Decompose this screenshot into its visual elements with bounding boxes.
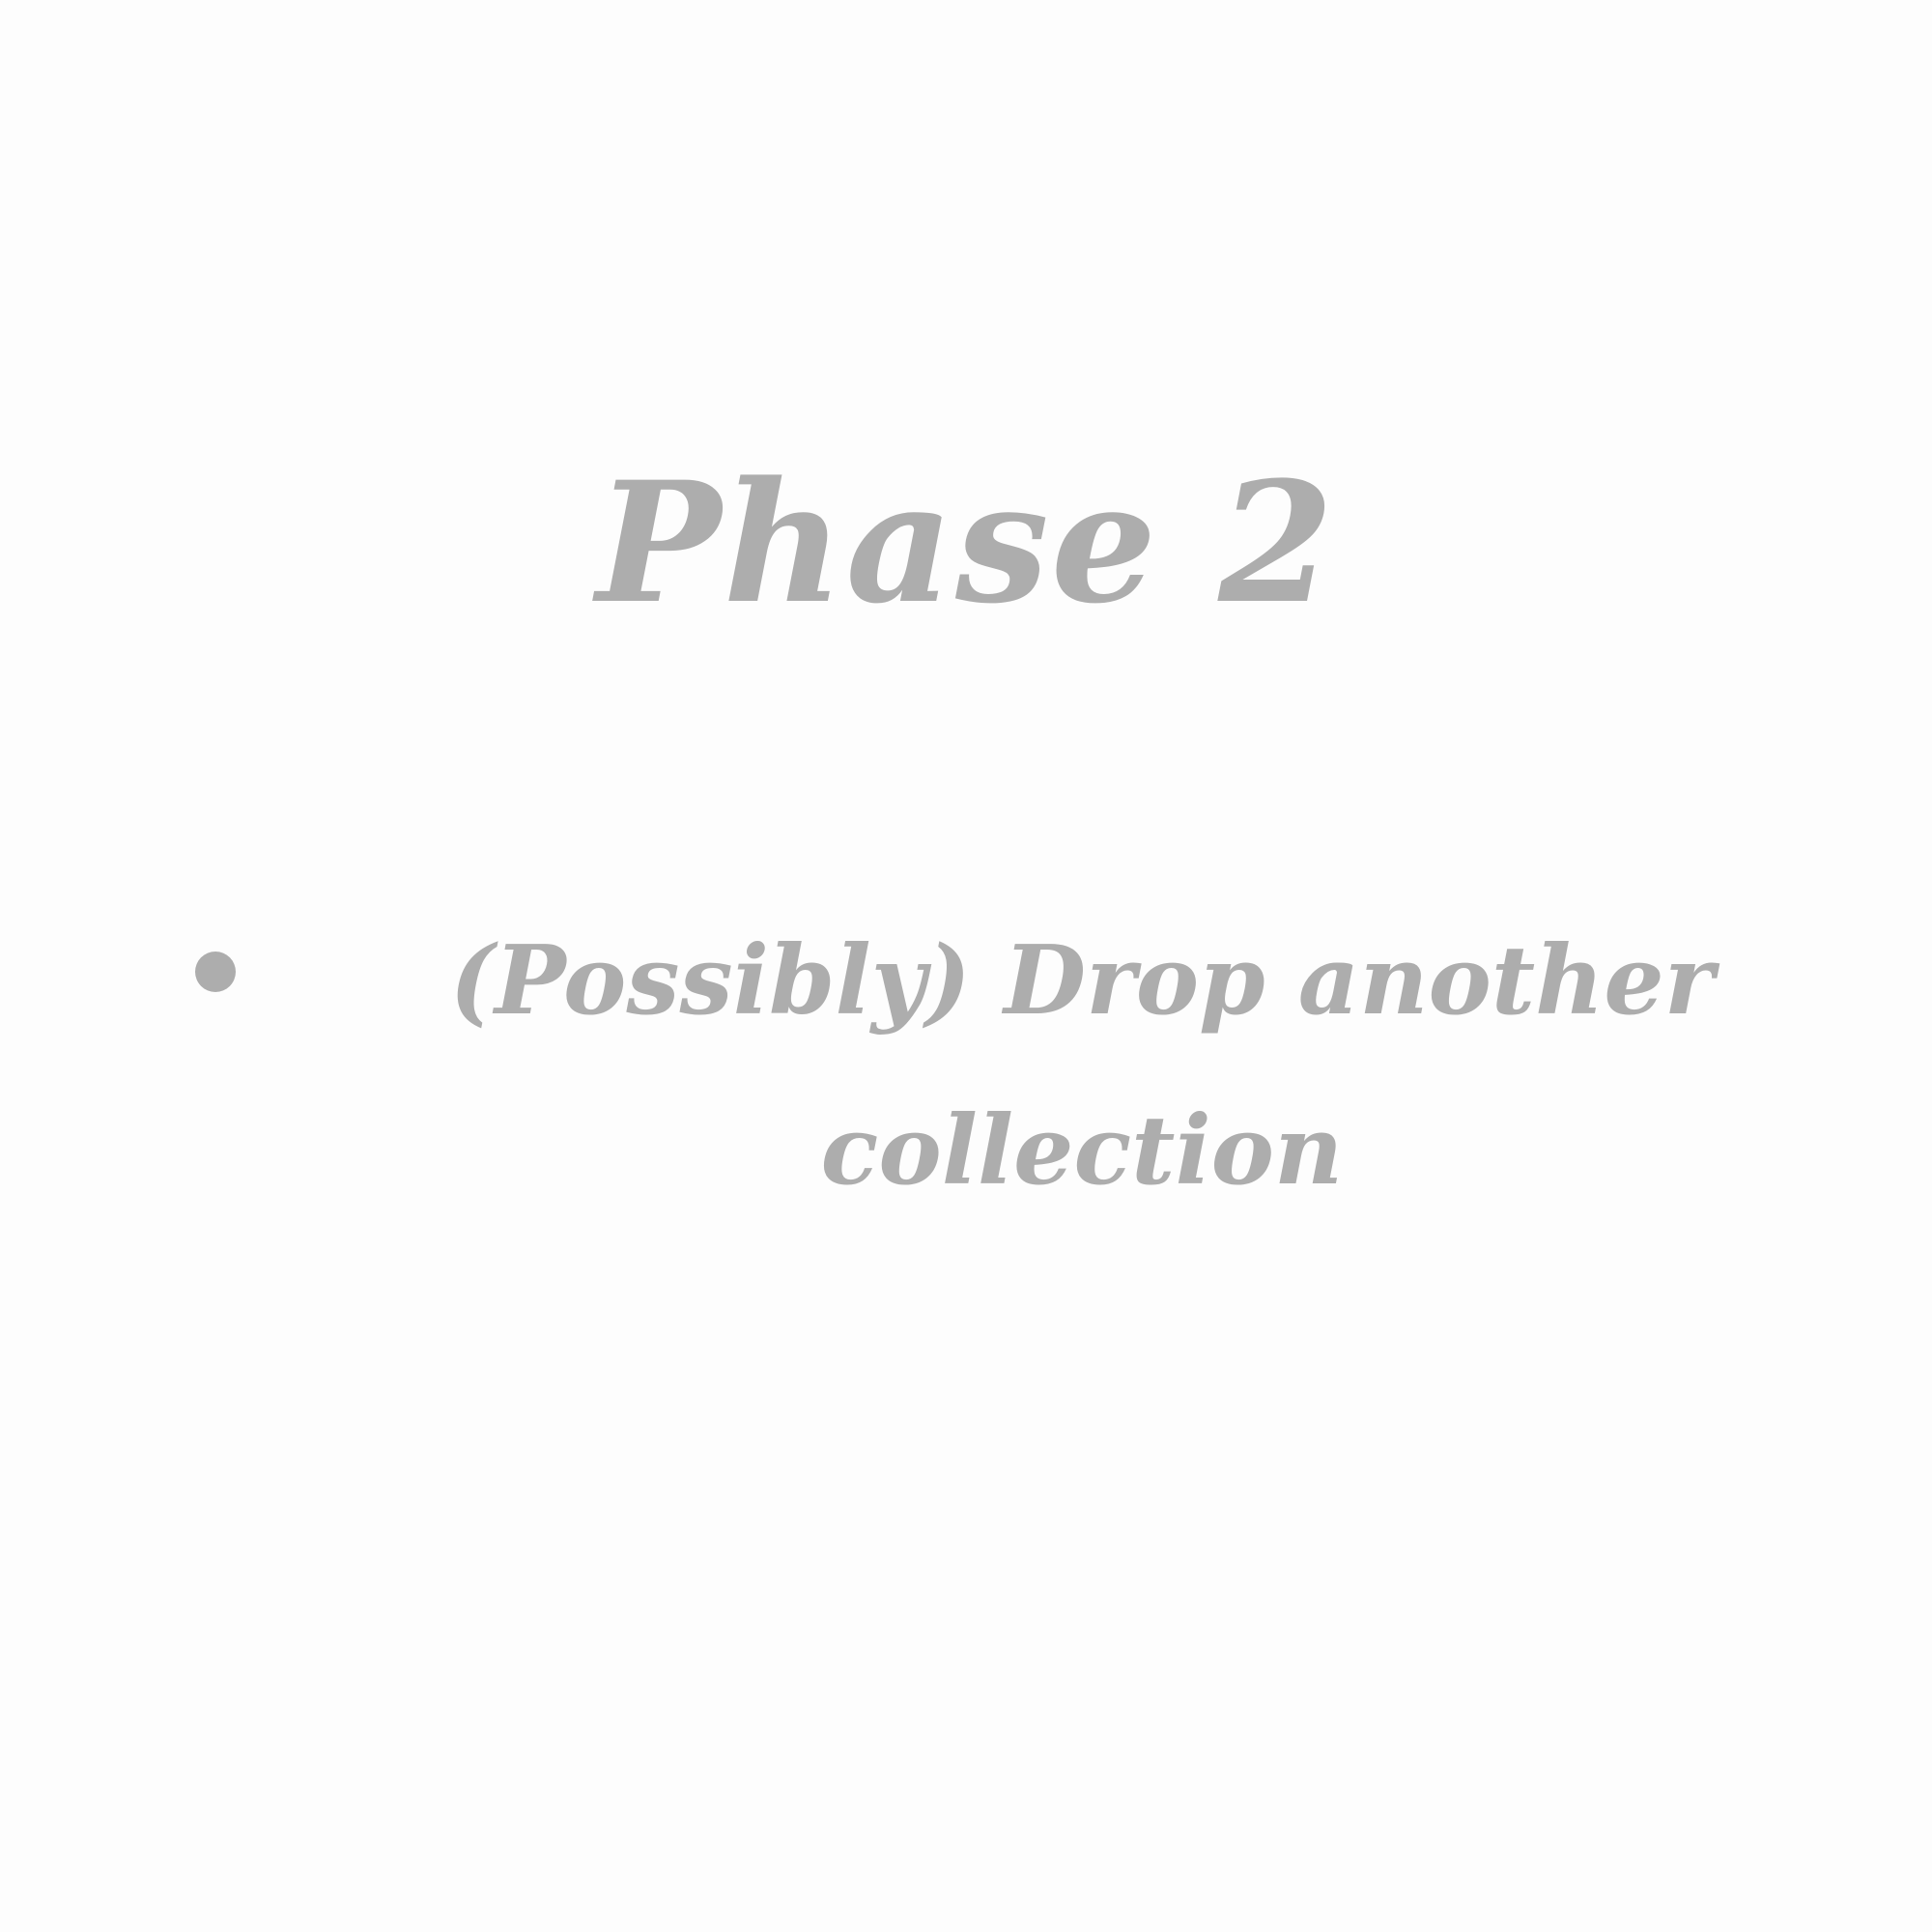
slide-title: Phase 2 [596,444,1336,640]
bullet-text: (Possibly) Drop another collection [449,925,1715,1207]
bullet-dot-icon [195,952,236,992]
